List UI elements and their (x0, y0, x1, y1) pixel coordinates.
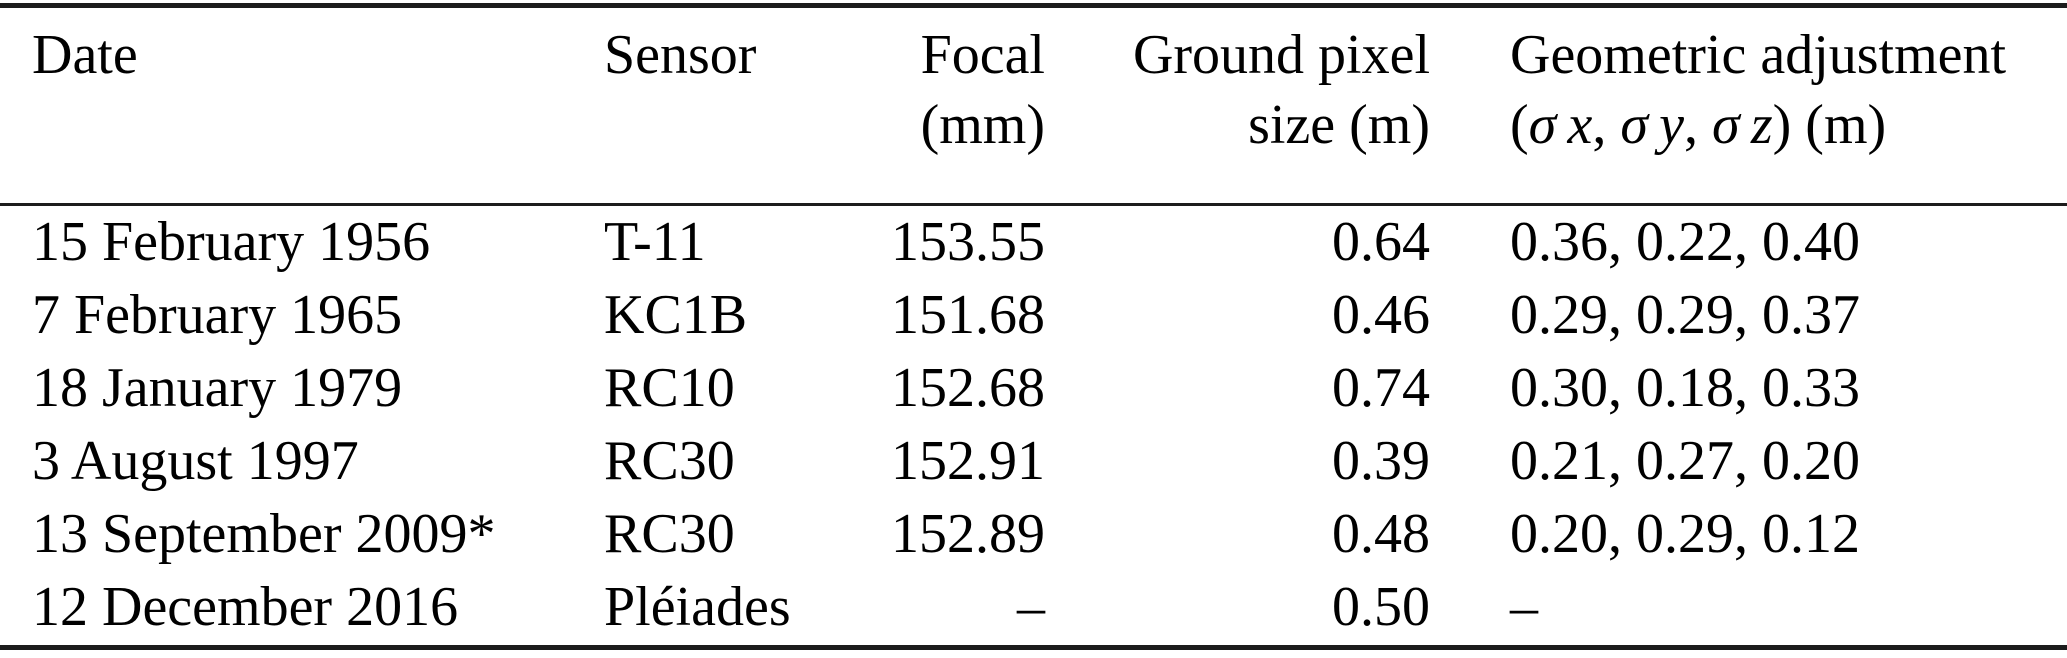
geo-units-sigma-z: σ z (1712, 94, 1773, 156)
cell-sensor: RC10 (604, 357, 735, 419)
cell-geometric-adjustment: – (1510, 576, 1538, 638)
cell-sensor: KC1B (604, 284, 748, 346)
cell-focal: – (1017, 576, 1045, 638)
column-header-sensor: Sensor (572, 8, 832, 205)
column-header-date: Date (0, 8, 572, 205)
column-header-ground-pixel: Ground pixel size (m) (1045, 8, 1430, 205)
cell-sensor: RC30 (604, 430, 735, 492)
cell-focal: 152.68 (891, 357, 1045, 419)
header-row: Date Sensor Focal (mm) Ground pixel size… (0, 8, 2067, 205)
column-header-focal: Focal (mm) (832, 8, 1045, 205)
cell-ground-pixel: 0.74 (1332, 357, 1430, 419)
cell-ground-pixel: 0.48 (1332, 503, 1430, 565)
cell-focal: 152.91 (891, 430, 1045, 492)
cell-sensor: T-11 (604, 211, 706, 273)
geo-units-sigma-x: σ x (1528, 94, 1593, 156)
table-top-rule (0, 3, 2067, 8)
column-header-ground-pixel-label: Ground pixel (1132, 24, 1430, 86)
table-row: 15 February 1956 T-11 153.55 0.64 0.36, … (0, 205, 2067, 280)
cell-focal: 153.55 (891, 211, 1045, 273)
column-header-ground-pixel-units: size (m) (1248, 94, 1430, 156)
column-header-geometric-adjustment-units: (σ x, σ y, σ z) (m) (1510, 90, 2067, 160)
table-row: 12 December 2016 Pléiades – 0.50 – (0, 571, 2067, 644)
geo-units-sep2: , (1684, 94, 1713, 156)
cell-ground-pixel: 0.39 (1332, 430, 1430, 492)
cell-ground-pixel: 0.46 (1332, 284, 1430, 346)
cell-focal: 152.89 (891, 503, 1045, 565)
acquisitions-table: Date Sensor Focal (mm) Ground pixel size… (0, 8, 2067, 644)
table-bottom-rule (0, 645, 2067, 650)
cell-geometric-adjustment: 0.21, 0.27, 0.20 (1510, 430, 1860, 492)
cell-geometric-adjustment: 0.36, 0.22, 0.40 (1510, 211, 1860, 273)
column-header-sensor-label: Sensor (604, 24, 757, 86)
cell-date: 7 February 1965 (32, 284, 403, 346)
column-header-geometric-adjustment-label: Geometric adjustment (1510, 24, 2007, 86)
table-body: 15 February 1956 T-11 153.55 0.64 0.36, … (0, 205, 2067, 645)
cell-focal: 151.68 (891, 284, 1045, 346)
table-row: 3 August 1997 RC30 152.91 0.39 0.21, 0.2… (0, 425, 2067, 498)
geo-units-sep1: , (1592, 94, 1621, 156)
geo-units-sigma-y: σ y (1620, 94, 1685, 156)
cell-geometric-adjustment: 0.29, 0.29, 0.37 (1510, 284, 1860, 346)
cell-date: 3 August 1997 (32, 430, 359, 492)
column-header-date-label: Date (32, 24, 138, 86)
table-row: 18 January 1979 RC10 152.68 0.74 0.30, 0… (0, 352, 2067, 425)
cell-ground-pixel: 0.64 (1332, 211, 1430, 273)
geo-units-close-paren: ) (m) (1772, 94, 1887, 156)
cell-date: 12 December 2016 (32, 576, 459, 638)
table-row: 13 September 2009* RC30 152.89 0.48 0.20… (0, 498, 2067, 571)
column-header-focal-label: Focal (920, 24, 1045, 86)
cell-date: 18 January 1979 (32, 357, 403, 419)
cell-date: 13 September 2009* (32, 503, 496, 565)
cell-sensor: Pléiades (604, 576, 791, 638)
table-header: Date Sensor Focal (mm) Ground pixel size… (0, 8, 2067, 205)
column-header-geometric-adjustment: Geometric adjustment (σ x, σ y, σ z) (m) (1430, 8, 2067, 205)
column-header-focal-units: (mm) (920, 94, 1045, 156)
cell-geometric-adjustment: 0.30, 0.18, 0.33 (1510, 357, 1860, 419)
cell-date: 15 February 1956 (32, 211, 431, 273)
cell-sensor: RC30 (604, 503, 735, 565)
table-row: 7 February 1965 KC1B 151.68 0.46 0.29, 0… (0, 279, 2067, 352)
cell-ground-pixel: 0.50 (1332, 576, 1430, 638)
geo-units-open-paren: ( (1510, 94, 1529, 156)
cell-geometric-adjustment: 0.20, 0.29, 0.12 (1510, 503, 1860, 565)
